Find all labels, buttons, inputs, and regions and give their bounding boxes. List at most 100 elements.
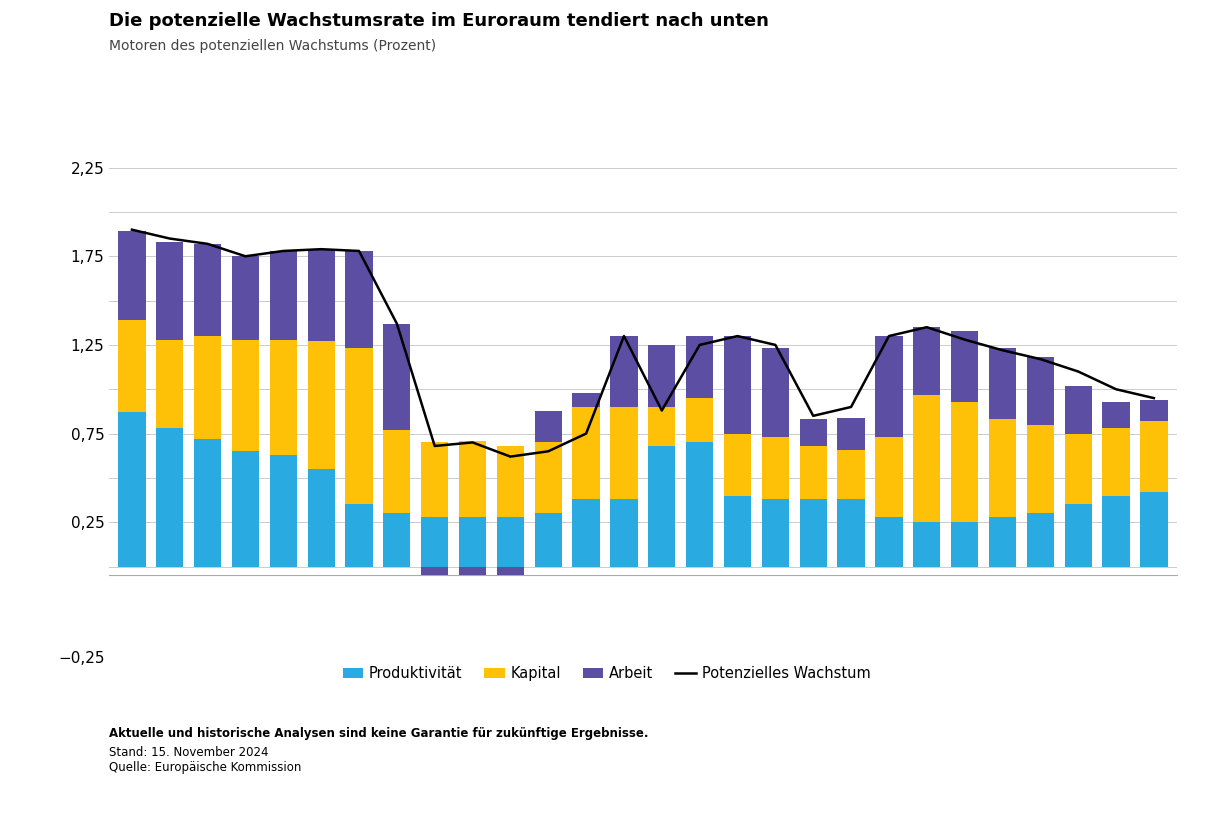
Bar (118, 232, 146, 320)
Bar (876, 517, 902, 566)
Bar (1103, 428, 1129, 496)
Bar (1103, 496, 1129, 566)
Text: 2002: 2002 (125, 594, 138, 626)
Bar (687, 398, 713, 442)
Bar (799, 446, 827, 499)
Text: Stand: 15. November 2024: Stand: 15. November 2024 (109, 746, 268, 759)
Bar (497, 517, 524, 566)
Bar (648, 446, 676, 566)
Text: 2008: 2008 (353, 594, 365, 626)
Bar (232, 451, 260, 566)
Text: 2009: 2009 (391, 594, 404, 626)
Text: 2027: 2027 (1072, 594, 1084, 626)
Bar (269, 455, 297, 566)
Bar (648, 345, 676, 407)
Bar (724, 336, 751, 433)
Bar (346, 349, 372, 505)
Bar (1026, 514, 1054, 566)
Bar (913, 522, 940, 566)
Bar (383, 324, 410, 430)
Legend: Produktivität, Kapital, Arbeit, Potenzielles Wachstum: Produktivität, Kapital, Arbeit, Potenzie… (337, 661, 876, 687)
Bar (1140, 421, 1168, 492)
Bar (610, 407, 638, 499)
Text: −0,25: −0,25 (58, 651, 104, 666)
Bar (837, 450, 865, 499)
Bar (535, 442, 562, 514)
Bar (232, 339, 260, 451)
Bar (762, 499, 788, 566)
Bar (951, 330, 978, 402)
Bar (497, 566, 524, 584)
Bar (269, 339, 297, 455)
Bar (951, 522, 978, 566)
Text: 2025: 2025 (996, 594, 1009, 626)
Text: 2011: 2011 (466, 594, 479, 626)
Bar (1065, 386, 1092, 433)
Bar (421, 442, 449, 517)
Bar (610, 336, 638, 407)
Bar (687, 442, 713, 566)
Bar (573, 499, 599, 566)
Text: 2015: 2015 (617, 594, 631, 626)
Text: 2026: 2026 (1033, 594, 1047, 626)
Text: 2028: 2028 (1110, 594, 1122, 626)
Bar (648, 407, 676, 446)
Bar (497, 446, 524, 517)
Bar (913, 327, 940, 395)
Bar (346, 251, 372, 349)
Bar (1103, 402, 1129, 428)
Bar (421, 566, 449, 580)
Bar (459, 441, 486, 517)
Bar (194, 439, 221, 566)
Text: 2016: 2016 (655, 594, 668, 626)
Text: Quelle: Europäische Kommission: Quelle: Europäische Kommission (109, 761, 302, 774)
Text: 2004: 2004 (201, 594, 213, 626)
Bar (194, 244, 221, 336)
Bar (573, 407, 599, 499)
Bar (951, 402, 978, 522)
Bar (194, 336, 221, 439)
Text: 2005: 2005 (239, 594, 252, 626)
Bar (1140, 399, 1168, 421)
Bar (535, 410, 562, 442)
Text: 2013: 2013 (542, 594, 554, 626)
Bar (156, 242, 183, 339)
Bar (535, 514, 562, 566)
Bar (308, 341, 335, 469)
Bar (156, 339, 183, 428)
Bar (118, 413, 146, 566)
Text: 2014: 2014 (580, 594, 593, 626)
Text: 2023: 2023 (921, 594, 933, 626)
Text: 2024: 2024 (958, 594, 972, 626)
Bar (687, 336, 713, 398)
Bar (913, 395, 940, 522)
Bar (269, 251, 297, 339)
Bar (383, 430, 410, 514)
Text: 2012: 2012 (503, 594, 517, 626)
Bar (799, 419, 827, 446)
Bar (876, 437, 902, 517)
Bar (724, 433, 751, 496)
Bar (1026, 425, 1054, 514)
Text: Aktuelle und historische Analysen sind keine Garantie für zukünftige Ergebnisse.: Aktuelle und historische Analysen sind k… (109, 727, 649, 741)
Bar (1026, 358, 1054, 425)
Text: 2019: 2019 (769, 594, 782, 626)
Bar (459, 566, 486, 579)
Bar (989, 349, 1016, 419)
Bar (573, 393, 599, 407)
Bar (156, 428, 183, 566)
Bar (724, 496, 751, 566)
Bar (118, 320, 146, 413)
Bar (876, 336, 902, 437)
Bar (762, 437, 788, 499)
Bar (308, 249, 335, 341)
Text: 2021: 2021 (844, 594, 858, 626)
Text: 2003: 2003 (164, 594, 176, 626)
Bar (610, 499, 638, 566)
Bar (421, 517, 449, 566)
Bar (837, 499, 865, 566)
Bar (308, 469, 335, 566)
Text: 2007: 2007 (314, 594, 328, 626)
Bar (989, 419, 1016, 517)
Bar (459, 517, 486, 566)
